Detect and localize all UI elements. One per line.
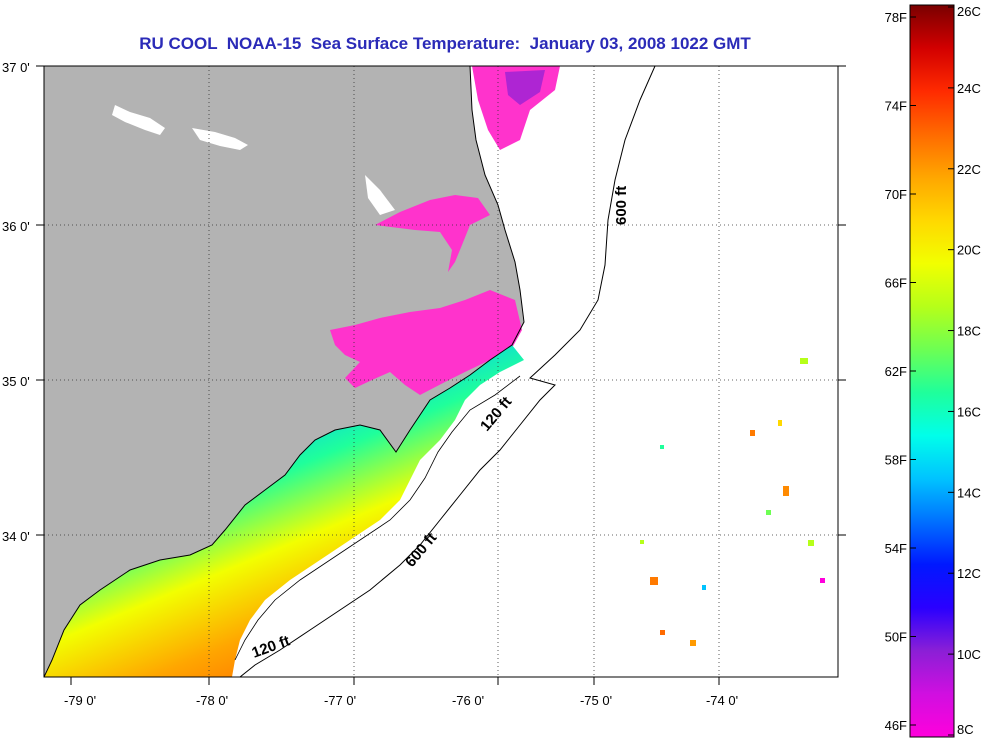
lat-label-35: 35 0': [2, 374, 30, 389]
colorbar-f-label: 54F: [885, 541, 907, 556]
colorbar-c-label: 10C: [957, 647, 981, 662]
lake: [365, 175, 395, 215]
cold-pixels-north-purple: [505, 70, 545, 105]
colorbar-celsius-scale: 26C 24C 22C 20C 18C 16C 14C 12C 10C 8C: [948, 4, 981, 737]
pamlico-sound: [330, 290, 522, 395]
colorbar-c-label: 8C: [957, 722, 974, 737]
lon-label-75: -75 0': [580, 693, 612, 708]
lat-label-36: 36 0': [2, 219, 30, 234]
colorbar-f-label: 70F: [885, 187, 907, 202]
lon-label-77: -77 0': [324, 693, 356, 708]
albemarle-sound: [375, 195, 490, 272]
lake: [192, 128, 248, 150]
lon-label-79: -79 0': [64, 693, 96, 708]
lake: [112, 105, 165, 135]
map-frame: [43, 65, 839, 678]
colorbar-f-label: 78F: [885, 10, 907, 25]
lat-label-37: 37 0': [2, 60, 30, 75]
colorbar-c-label: 22C: [957, 162, 981, 177]
colorbar-c-label: 24C: [957, 81, 981, 96]
lon-label-78: -78 0': [196, 693, 228, 708]
colorbar-c-label: 16C: [957, 404, 981, 419]
colorbar-f-label: 66F: [885, 276, 907, 291]
map-title: RU COOL NOAA-15 Sea Surface Temperature:…: [139, 34, 751, 53]
lon-label-74: -74 0': [706, 693, 738, 708]
lat-label-34: 34 0': [2, 529, 30, 544]
colorbar-fahrenheit-scale: 78F 74F 70F 66F 62F 58F 54F 50F 46F: [885, 10, 916, 733]
colorbar-c-label: 14C: [957, 485, 981, 500]
colorbar-f-label: 46F: [885, 718, 907, 733]
contour-label-600ft-north: 600 ft: [613, 186, 630, 225]
colorbar-c-label: 26C: [957, 4, 981, 19]
colorbar-f-label: 74F: [885, 99, 907, 114]
contour-600ft: [239, 66, 656, 677]
colorbar-c-label: 12C: [957, 566, 981, 581]
colorbar-f-label: 62F: [885, 364, 907, 379]
colorbar-c-label: 18C: [957, 324, 981, 339]
tick-marks: [36, 65, 846, 685]
coastline: [44, 66, 525, 677]
colorbar-c-label: 20C: [957, 243, 981, 258]
contour-120ft: [234, 375, 521, 661]
lon-label-76: -76 0': [452, 693, 484, 708]
colorbar-f-label: 58F: [885, 453, 907, 468]
sst-coastal-band: [44, 345, 524, 677]
sst-scattered-pixels: [640, 358, 825, 646]
colorbar: [909, 4, 955, 738]
grid-lines: [44, 66, 838, 677]
colorbar-f-label: 50F: [885, 630, 907, 645]
